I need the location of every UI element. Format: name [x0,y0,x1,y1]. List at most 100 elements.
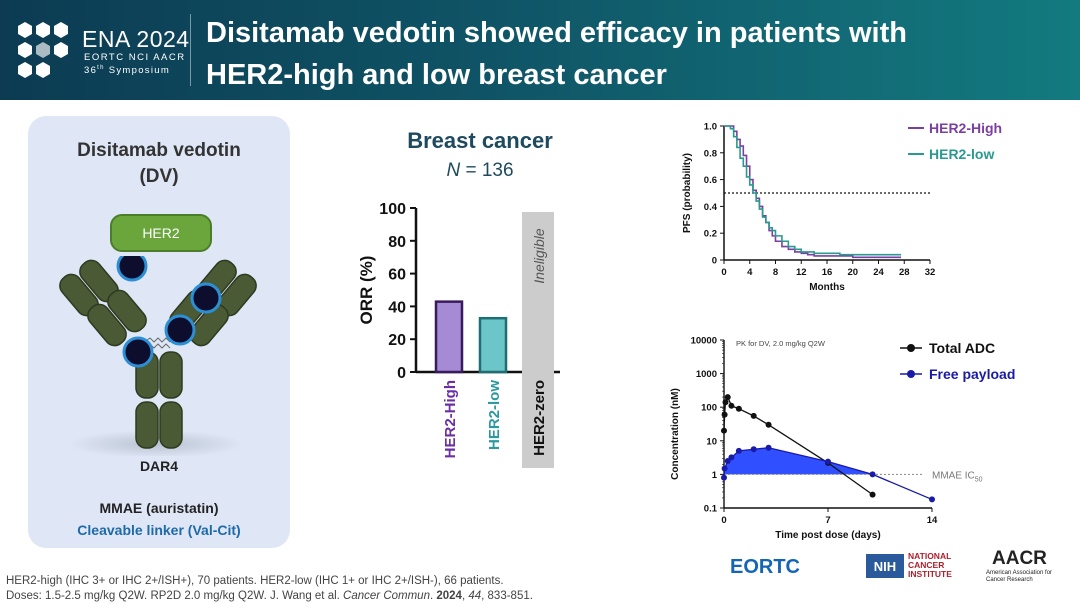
nci-logo: NATIONAL CANCER INSTITUTE [908,552,952,579]
pk-x-tick-label: 14 [927,515,938,526]
pfs-x-tick-label: 20 [847,267,858,278]
pk-point [765,444,772,451]
orr-sample-size: N = 136 [380,160,580,182]
slide-title: Disitamab vedotin showed efficacy in pat… [206,12,1066,96]
pk-y-tick-label: 1 [712,470,718,481]
pfs-x-axis-label: Months [809,282,845,293]
linker-label: Cleavable linker (Val-Cit) [77,522,241,538]
pk-point [869,471,876,478]
orr-y-tick-label: 100 [379,201,406,218]
orr-bar-her2-low [478,316,508,374]
nci-line2: CANCER [908,560,945,570]
pk-point [735,447,742,454]
n-value: = 136 [465,160,514,181]
footnote: HER2-high (IHC 3+ or IHC 2+/ISH+), 70 pa… [6,574,706,604]
footnote-pages: , 833-851. [481,590,533,602]
pfs-x-tick-label: 0 [721,267,726,278]
pk-point [869,491,876,498]
her2-target-pill: HER2 [110,214,212,252]
pk-point [728,454,735,461]
pfs-x-tick-label: 16 [822,267,833,278]
aacr-subtitle: American Association for Cancer Research [986,570,1053,583]
footnote-doses: Doses: 1.5-2.5 mg/kg Q2W. RP2D 2.0 mg/kg… [6,590,344,602]
pk-y-tick-label: 0.1 [704,504,718,515]
pfs-y-tick-label: 0.6 [704,175,717,186]
footnote-sep2: , [461,590,469,602]
slide-title-line2: HER2-high and low breast cancer [206,59,667,91]
symposium-ordinal: th [97,65,105,71]
logo-title: ENA 2024 [82,26,190,52]
pfs-x-tick-label: 4 [747,267,753,278]
pfs-series-her2-low [724,125,902,256]
ena-logo-hexagons-icon [18,22,68,78]
pk-legend-marker [907,344,915,352]
orr-y-tick-label: 20 [388,332,406,349]
pk-point [735,405,742,412]
aacr-logo: AACR [992,548,1047,569]
footnote-year: 2024 [436,590,462,602]
pk-legend-label: Free payload [929,366,1015,382]
orr-y-tick-label: 40 [388,299,406,316]
payload-label: MMAE (auristatin) [99,500,219,516]
pk-point [929,496,935,503]
pk-chart-title: PK for DV, 2.0 mg/kg Q2W [736,339,826,348]
pfs-x-tick-label: 24 [873,267,884,278]
pk-y-tick-label: 10 [706,436,717,447]
footnote-sep1: . [429,590,437,602]
n-symbol: N [446,160,461,181]
orr-bar-her2-high [434,300,464,374]
orr-category-label: HER2-zero [531,380,548,456]
footnote-volume: 44 [468,590,482,602]
pk-y-axis-label: Concentration (nM) [670,388,681,480]
sponsor-logos: EORTC NIH NATIONAL CANCER INSTITUTE AACR… [724,548,1080,584]
header-divider [190,14,191,86]
pk-ic50-subscript: 50 [975,476,983,483]
pk-point [722,399,729,406]
pk-point [825,458,831,465]
pfs-km-chart: 0 0.2 0.4 0.6 0.8 1.0 0 4 8 12 16 20 24 28 32 Months PFS… [682,120,1002,293]
header-banner: ENA 2024 EORTC NCI AACR 36th Symposium D… [0,0,1080,100]
pfs-x-tick-label: 12 [796,267,807,278]
pk-legend-label: Total ADC [929,340,995,356]
pk-point [728,402,735,409]
pk-legend-marker [907,370,915,378]
pk-ic50-label: MMAE IC50 [932,470,983,483]
pk-series-line-1 [723,447,933,501]
nci-line3: INSTITUTE [908,569,952,579]
pk-point [724,394,731,401]
orr-category-label: HER2-low [486,380,503,450]
orr-ineligible-annotation: Ineligible [531,228,547,283]
orr-bar-her2-zero [522,212,554,468]
pk-y-tick-label: 1000 [696,369,717,380]
slide-title-line1: Disitamab vedotin showed efficacy in pat… [206,17,907,49]
pk-point [721,474,727,481]
orr-y-axis-label: ORR (%) [357,256,376,325]
footnote-line2: Doses: 1.5-2.5 mg/kg Q2W. RP2D 2.0 mg/kg… [6,589,706,604]
pfs-y-tick-label: 0.2 [704,229,717,240]
pk-auc-above-ic50 [724,447,873,475]
pfs-y-tick-label: 1.0 [704,122,717,133]
pk-x-tick-label: 7 [825,515,830,526]
pfs-legend-label: HER2-High [929,120,1002,136]
footnote-journal: Cancer Commun [343,590,430,602]
pk-x-axis-label: Time post dose (days) [775,530,880,541]
pfs-series-her2-high [724,125,902,259]
pk-point [750,412,757,419]
orr-category-label: HER2-High [442,380,459,458]
pk-y-tick-label: 100 [701,403,717,414]
eortc-logo: EORTC [730,556,800,578]
orr-bar-chart: 0 20 40 60 80 100 ORR (%) HER2-High HER2-low Inel… [357,201,560,468]
pfs-y-tick-label: 0.8 [704,148,717,159]
drug-name: Disitamab vedotin [77,140,241,161]
pk-point [750,446,757,453]
pk-point [724,458,731,465]
pfs-x-tick-label: 28 [899,267,910,278]
orr-y-tick-label: 0 [397,365,406,382]
pk-point [721,465,728,472]
orr-y-tick-label: 80 [388,234,406,251]
pk-y-tick-label: 10000 [691,336,717,347]
pk-concentration-chart: 0.1 1 10 100 1000 10000 0 7 14 Time post dose (da… [670,336,1015,542]
footnote-line1: HER2-high (IHC 3+ or IHC 2+/ISH+), 70 pa… [6,575,504,587]
pk-point [765,421,772,428]
pk-x-tick-label: 0 [721,515,726,526]
